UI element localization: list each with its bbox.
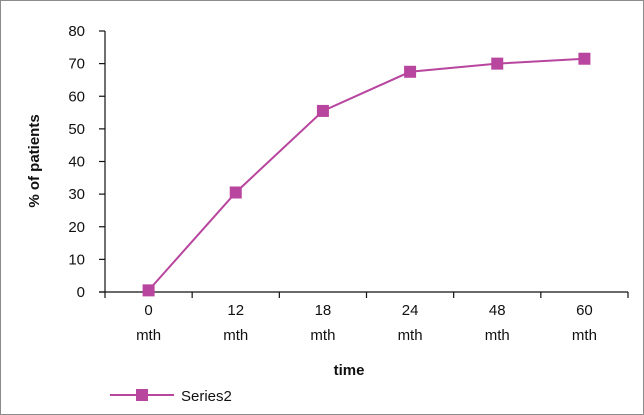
data-point — [316, 104, 329, 117]
y-tick-label: 70 — [68, 56, 85, 73]
legend-series-marker — [136, 389, 148, 401]
series-layer — [142, 52, 591, 297]
y-axis-title: % of patients — [26, 114, 43, 207]
y-tick-label: 40 — [68, 154, 85, 171]
x-tick-label: 18 mth — [310, 302, 335, 344]
x-tick-label: 12 mth — [223, 302, 248, 344]
y-tick-label: 80 — [68, 23, 85, 40]
x-tick-label: 60 mth — [572, 302, 597, 344]
data-point — [404, 65, 417, 78]
x-tick-label: 24 mth — [398, 302, 423, 344]
y-tick-label: 10 — [68, 251, 85, 268]
y-axis: 0 10 20 30 40 50 60 70 80 — [68, 23, 106, 301]
data-point — [229, 186, 242, 199]
series-line — [147, 57, 585, 292]
y-tick-label: 30 — [68, 186, 85, 203]
x-tick-label: 48 mth — [485, 302, 510, 344]
data-point — [491, 57, 504, 70]
y-tick-label: 0 — [77, 284, 85, 301]
legend-series-label: Series2 — [181, 388, 232, 405]
x-axis-title: time — [334, 362, 365, 379]
y-tick-label: 60 — [68, 88, 85, 105]
x-tick-label: 0 mth — [136, 302, 161, 344]
x-axis: 0 mth 12 mth 18 mth 24 mth 48 mth 60 mth — [99, 291, 629, 344]
y-tick-label: 20 — [68, 219, 85, 236]
y-tick-label: 50 — [68, 121, 85, 138]
legend: Series2 — [110, 388, 232, 405]
data-point — [142, 284, 155, 297]
data-point — [578, 52, 591, 65]
